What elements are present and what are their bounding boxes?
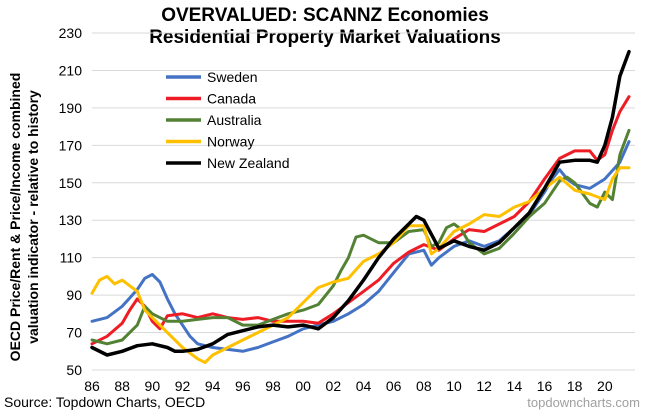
y-tick-label: 130 xyxy=(59,212,83,228)
watermark: topdowncharts.com xyxy=(527,395,640,410)
x-tick-label: 10 xyxy=(446,378,462,394)
legend-label: Norway xyxy=(207,134,254,150)
x-tick-label: 02 xyxy=(326,378,342,394)
legend-label: Sweden xyxy=(207,69,258,85)
y-axis-label-line2: valuation indicator - relative to histor… xyxy=(25,90,41,344)
x-tick-label: 12 xyxy=(476,378,492,394)
y-tick-label: 230 xyxy=(59,25,83,41)
series-line-canada xyxy=(90,95,631,346)
x-tick-label: 04 xyxy=(356,378,372,394)
x-tick-label: 86 xyxy=(84,378,100,394)
x-tick-label: 14 xyxy=(507,378,523,394)
series-lines xyxy=(90,49,631,364)
y-tick-label: 190 xyxy=(59,100,83,116)
series-line-new-zealand xyxy=(90,49,631,357)
x-tick-label: 16 xyxy=(537,378,553,394)
y-tick-label: 170 xyxy=(59,137,83,153)
y-tick-label: 70 xyxy=(66,325,82,341)
x-tick-label: 94 xyxy=(205,378,221,394)
x-tick-label: 06 xyxy=(386,378,402,394)
y-tick-label: 50 xyxy=(66,362,82,378)
x-tick-label: 08 xyxy=(416,378,432,394)
legend-label: New Zealand xyxy=(207,155,290,171)
x-tick-label: 00 xyxy=(295,378,311,394)
legend-label: Australia xyxy=(207,112,262,128)
source-note: Source: Topdown Charts, OECD xyxy=(4,394,206,410)
x-tick-label: 90 xyxy=(145,378,161,394)
x-tick-labels: 86 88 90 92 94 96 98 00 02 04 06 08 10 12 14 16 18 20 xyxy=(84,378,613,394)
chart-title-line2: Residential Property Market Valuations xyxy=(149,27,501,48)
y-tick-labels: 50 70 90 110 130 150 170 190 210 230 xyxy=(59,25,83,378)
y-tick-label: 110 xyxy=(60,250,83,266)
y-tick-label: 90 xyxy=(66,287,82,303)
x-tick-label: 18 xyxy=(567,378,583,394)
x-tick-label: 20 xyxy=(597,378,613,394)
grid-lines xyxy=(92,32,635,371)
y-tick-label: 150 xyxy=(59,175,83,191)
chart-title-line1: OVERVALUED: SCANNZ Economies xyxy=(161,5,489,26)
y-axis-label-line1: OECD Price/Rent & Price/Income combined xyxy=(7,73,23,362)
x-tick-label: 92 xyxy=(175,378,191,394)
y-tick-label: 210 xyxy=(59,62,83,78)
legend: Sweden Canada Australia Norway New Zealand xyxy=(166,69,290,171)
x-tick-label: 98 xyxy=(265,378,281,394)
x-tick-label: 96 xyxy=(235,378,251,394)
legend-label: Canada xyxy=(207,91,256,107)
series-line-sweden xyxy=(90,140,631,353)
x-tick-label: 88 xyxy=(114,378,130,394)
